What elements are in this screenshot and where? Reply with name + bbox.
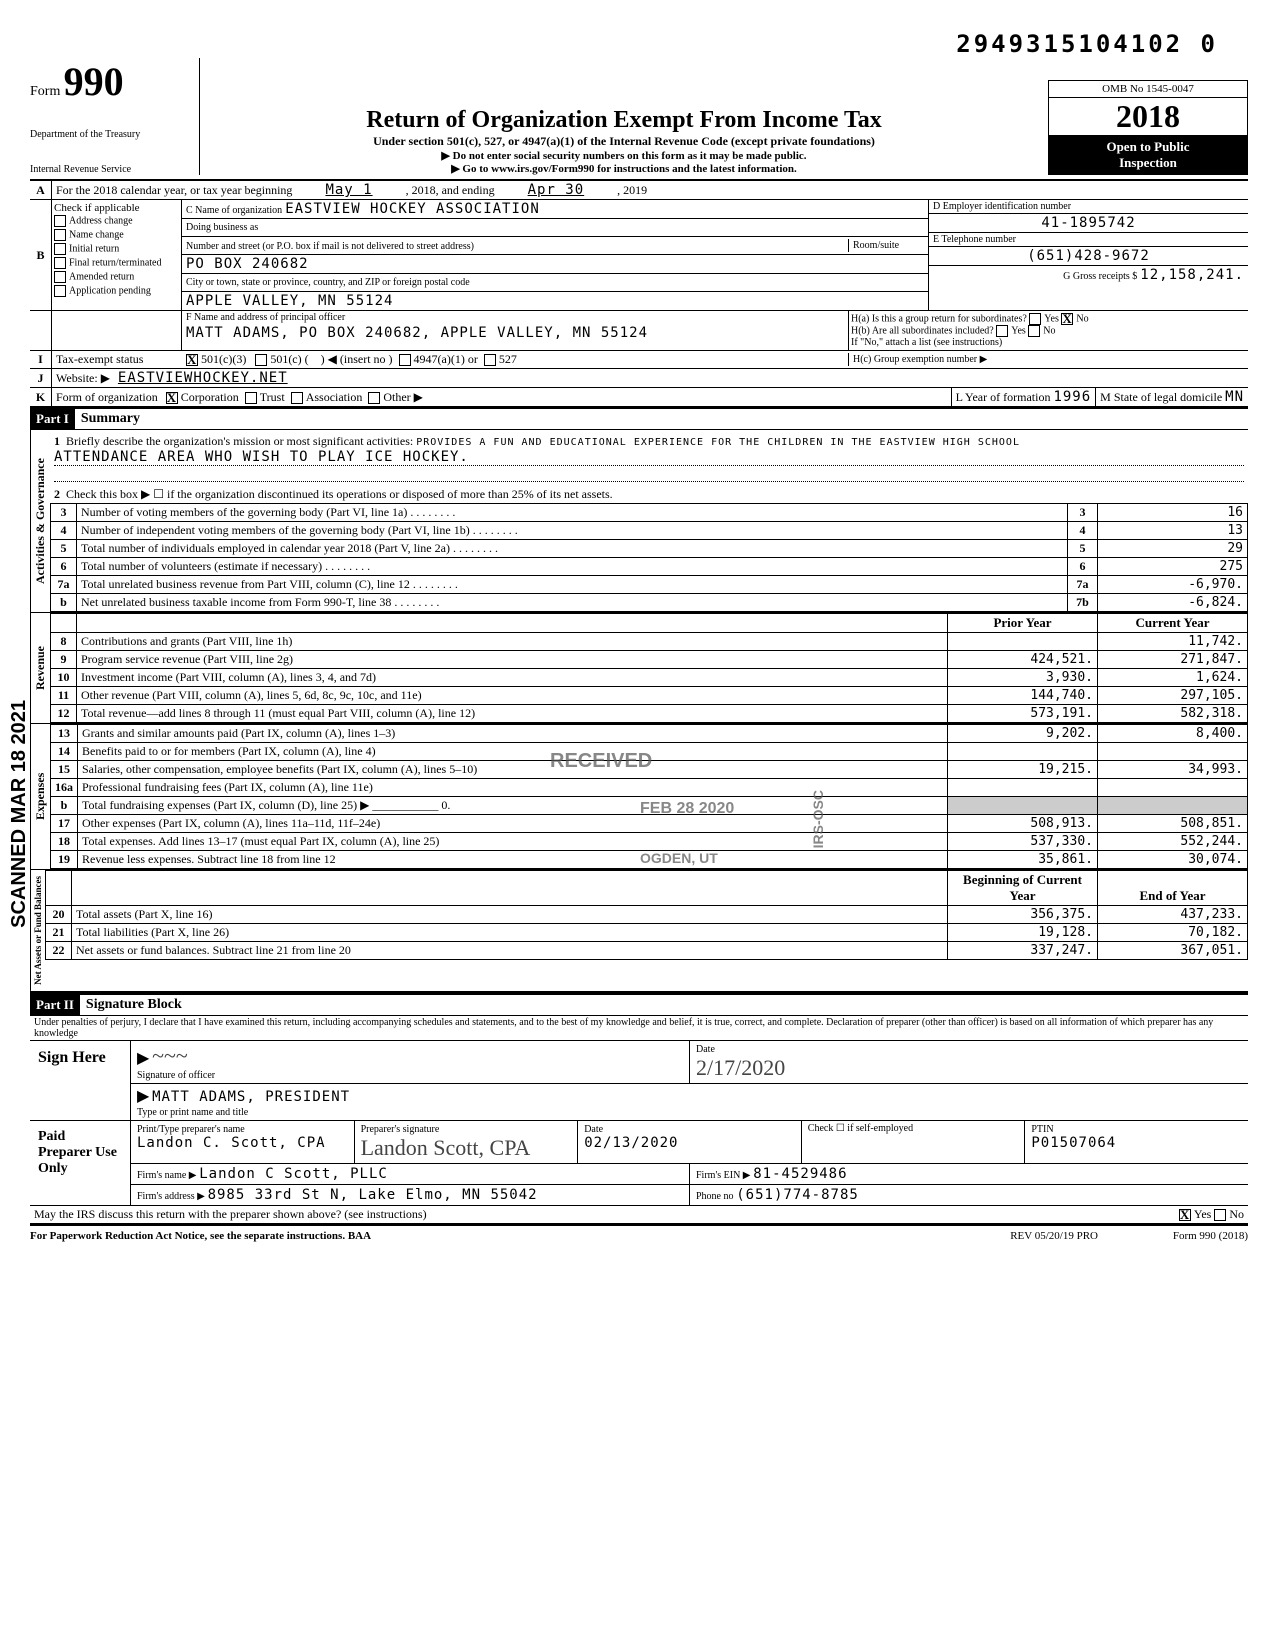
footer: For Paperwork Reduction Act Notice, see … xyxy=(30,1224,1248,1242)
line-k: K Form of organization Corporation Trust… xyxy=(30,388,1248,407)
data-row: 11Other revenue (Part VIII, column (A), … xyxy=(51,687,1248,705)
received-stamp: RECEIVED xyxy=(550,750,652,773)
checkbox-address-change[interactable]: Address change xyxy=(54,214,179,228)
exp-row: 16aProfessional fundraising fees (Part I… xyxy=(51,779,1248,797)
fh-block: F Name and address of principal officer … xyxy=(30,311,1248,351)
line-a: A For the 2018 calendar year, or tax yea… xyxy=(30,181,1248,200)
declaration: Under penalties of perjury, I declare th… xyxy=(30,1016,1248,1041)
form-subtitle: Under section 501(c), 527, or 4947(a)(1)… xyxy=(210,134,1038,149)
form-prefix: Form xyxy=(30,84,60,99)
checkbox-final-return-terminated[interactable]: Final return/terminated xyxy=(54,256,179,270)
exp-row: 18Total expenses. Add lines 13–17 (must … xyxy=(51,833,1248,851)
sign-here-row: Sign Here ▶ ~~~ Signature of officer Dat… xyxy=(30,1041,1248,1121)
omb: OMB No 1545-0047 xyxy=(1048,80,1248,97)
checkbox-initial-return[interactable]: Initial return xyxy=(54,242,179,256)
netassets-section: Net Assets or Fund Balances Beginning of… xyxy=(30,870,1248,993)
paid-preparer-row: Paid Preparer Use Only Print/Type prepar… xyxy=(30,1121,1248,1206)
gov-row: 6Total number of volunteers (estimate if… xyxy=(51,558,1248,576)
form-header: Form 990 Department of the Treasury Inte… xyxy=(30,58,1248,181)
gov-row: 7aTotal unrelated business revenue from … xyxy=(51,576,1248,594)
data-row: 21Total liabilities (Part X, line 26)19,… xyxy=(46,924,1248,942)
expense-section: Expenses 13Grants and similar amounts pa… xyxy=(30,724,1248,870)
data-row: 8Contributions and grants (Part VIII, li… xyxy=(51,633,1248,651)
data-row: 10Investment income (Part VIII, column (… xyxy=(51,669,1248,687)
checkbox-application-pending[interactable]: Application pending xyxy=(54,284,179,298)
data-row: 20Total assets (Part X, line 16)356,375.… xyxy=(46,906,1248,924)
data-row: 12Total revenue—add lines 8 through 11 (… xyxy=(51,705,1248,723)
data-row: 9Program service revenue (Part VIII, lin… xyxy=(51,651,1248,669)
gov-row: 3Number of voting members of the governi… xyxy=(51,504,1248,522)
form-number: 990 xyxy=(64,59,124,104)
gov-row: 5Total number of individuals employed in… xyxy=(51,540,1248,558)
line-i: I Tax-exempt status 501(c)(3) 501(c) ( )… xyxy=(30,351,1248,369)
discuss-row: May the IRS discuss this return with the… xyxy=(30,1206,1248,1224)
osc-stamp: IRS-OSC xyxy=(810,790,826,848)
note2: ▶ Go to www.irs.gov/Form990 for instruct… xyxy=(210,162,1038,175)
top-number: 2949315104102 0 xyxy=(30,30,1218,58)
governance-section: Activities & Governance 1 Briefly descri… xyxy=(30,430,1248,613)
checkbox-amended-return[interactable]: Amended return xyxy=(54,270,179,284)
revenue-section: Revenue Prior YearCurrent Year8Contribut… xyxy=(30,613,1248,724)
gov-row: 4Number of independent voting members of… xyxy=(51,522,1248,540)
feb-stamp: FEB 28 2020 xyxy=(640,800,734,818)
exp-row: 13Grants and similar amounts paid (Part … xyxy=(51,725,1248,743)
ogden-stamp: OGDEN, UT xyxy=(640,850,718,866)
checkbox-name-change[interactable]: Name change xyxy=(54,228,179,242)
scanned-stamp: SCANNED MAR 18 2021 xyxy=(8,700,31,928)
part1-header: Part I Summary xyxy=(30,407,1248,430)
line-j: J Website: ▶ EASTVIEWHOCKEY.NET xyxy=(30,369,1248,388)
tax-year: 2018 xyxy=(1048,97,1248,135)
note1: ▶ Do not enter social security numbers o… xyxy=(210,149,1038,162)
open-public: Open to PublicInspection xyxy=(1048,135,1248,175)
form-title: Return of Organization Exempt From Incom… xyxy=(210,107,1038,134)
gov-row: bNet unrelated business taxable income f… xyxy=(51,594,1248,612)
part2-header: Part II Signature Block xyxy=(30,993,1248,1016)
bcde-block: B Check if applicable Address changeName… xyxy=(30,200,1248,311)
dept1: Department of the Treasury xyxy=(30,129,193,140)
data-row: 22Net assets or fund balances. Subtract … xyxy=(46,942,1248,960)
dept2: Internal Revenue Service xyxy=(30,164,193,175)
